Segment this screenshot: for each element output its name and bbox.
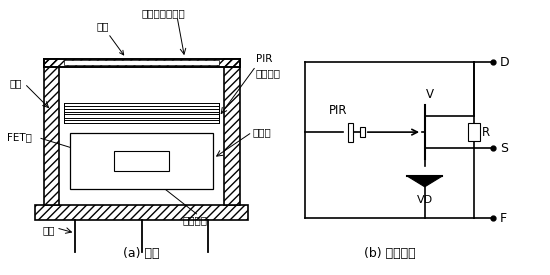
Text: S: S [500, 142, 508, 155]
Bar [43, 59, 240, 67]
Polygon shape [407, 176, 442, 187]
Text: PIR: PIR [329, 104, 348, 117]
Text: 窗口: 窗口 [96, 21, 124, 55]
Text: FET管: FET管 [7, 133, 32, 142]
Text: 支承环: 支承环 [252, 127, 271, 137]
Text: 热电元件: 热电元件 [256, 68, 281, 78]
Bar [468, 123, 480, 141]
Bar [64, 109, 219, 112]
Bar [224, 59, 240, 205]
Bar [349, 123, 353, 142]
Bar [64, 114, 219, 118]
Bar [114, 151, 169, 171]
Bar [43, 59, 59, 205]
Text: PIR: PIR [256, 54, 272, 64]
Bar [64, 103, 219, 106]
Bar [35, 205, 248, 220]
Bar [35, 205, 248, 220]
Text: F: F [500, 212, 507, 225]
Bar [70, 133, 213, 189]
Bar [43, 59, 59, 205]
Text: 电路元件: 电路元件 [183, 215, 207, 225]
Bar [64, 120, 219, 123]
Text: R: R [482, 126, 490, 139]
Text: 菲涅尔滤光透镜: 菲涅尔滤光透镜 [141, 9, 185, 18]
Bar [43, 59, 240, 67]
Bar [360, 127, 365, 137]
Text: 引脚: 引脚 [43, 226, 56, 235]
Bar [64, 60, 219, 65]
Bar [59, 67, 224, 205]
Text: D: D [500, 56, 509, 68]
Text: V: V [426, 88, 434, 101]
Text: VD: VD [417, 195, 433, 205]
Text: (a) 结构: (a) 结构 [123, 247, 160, 260]
Text: 外壳: 外壳 [9, 79, 22, 89]
Bar [224, 59, 240, 205]
Text: (b) 内部电路: (b) 内部电路 [364, 247, 415, 260]
